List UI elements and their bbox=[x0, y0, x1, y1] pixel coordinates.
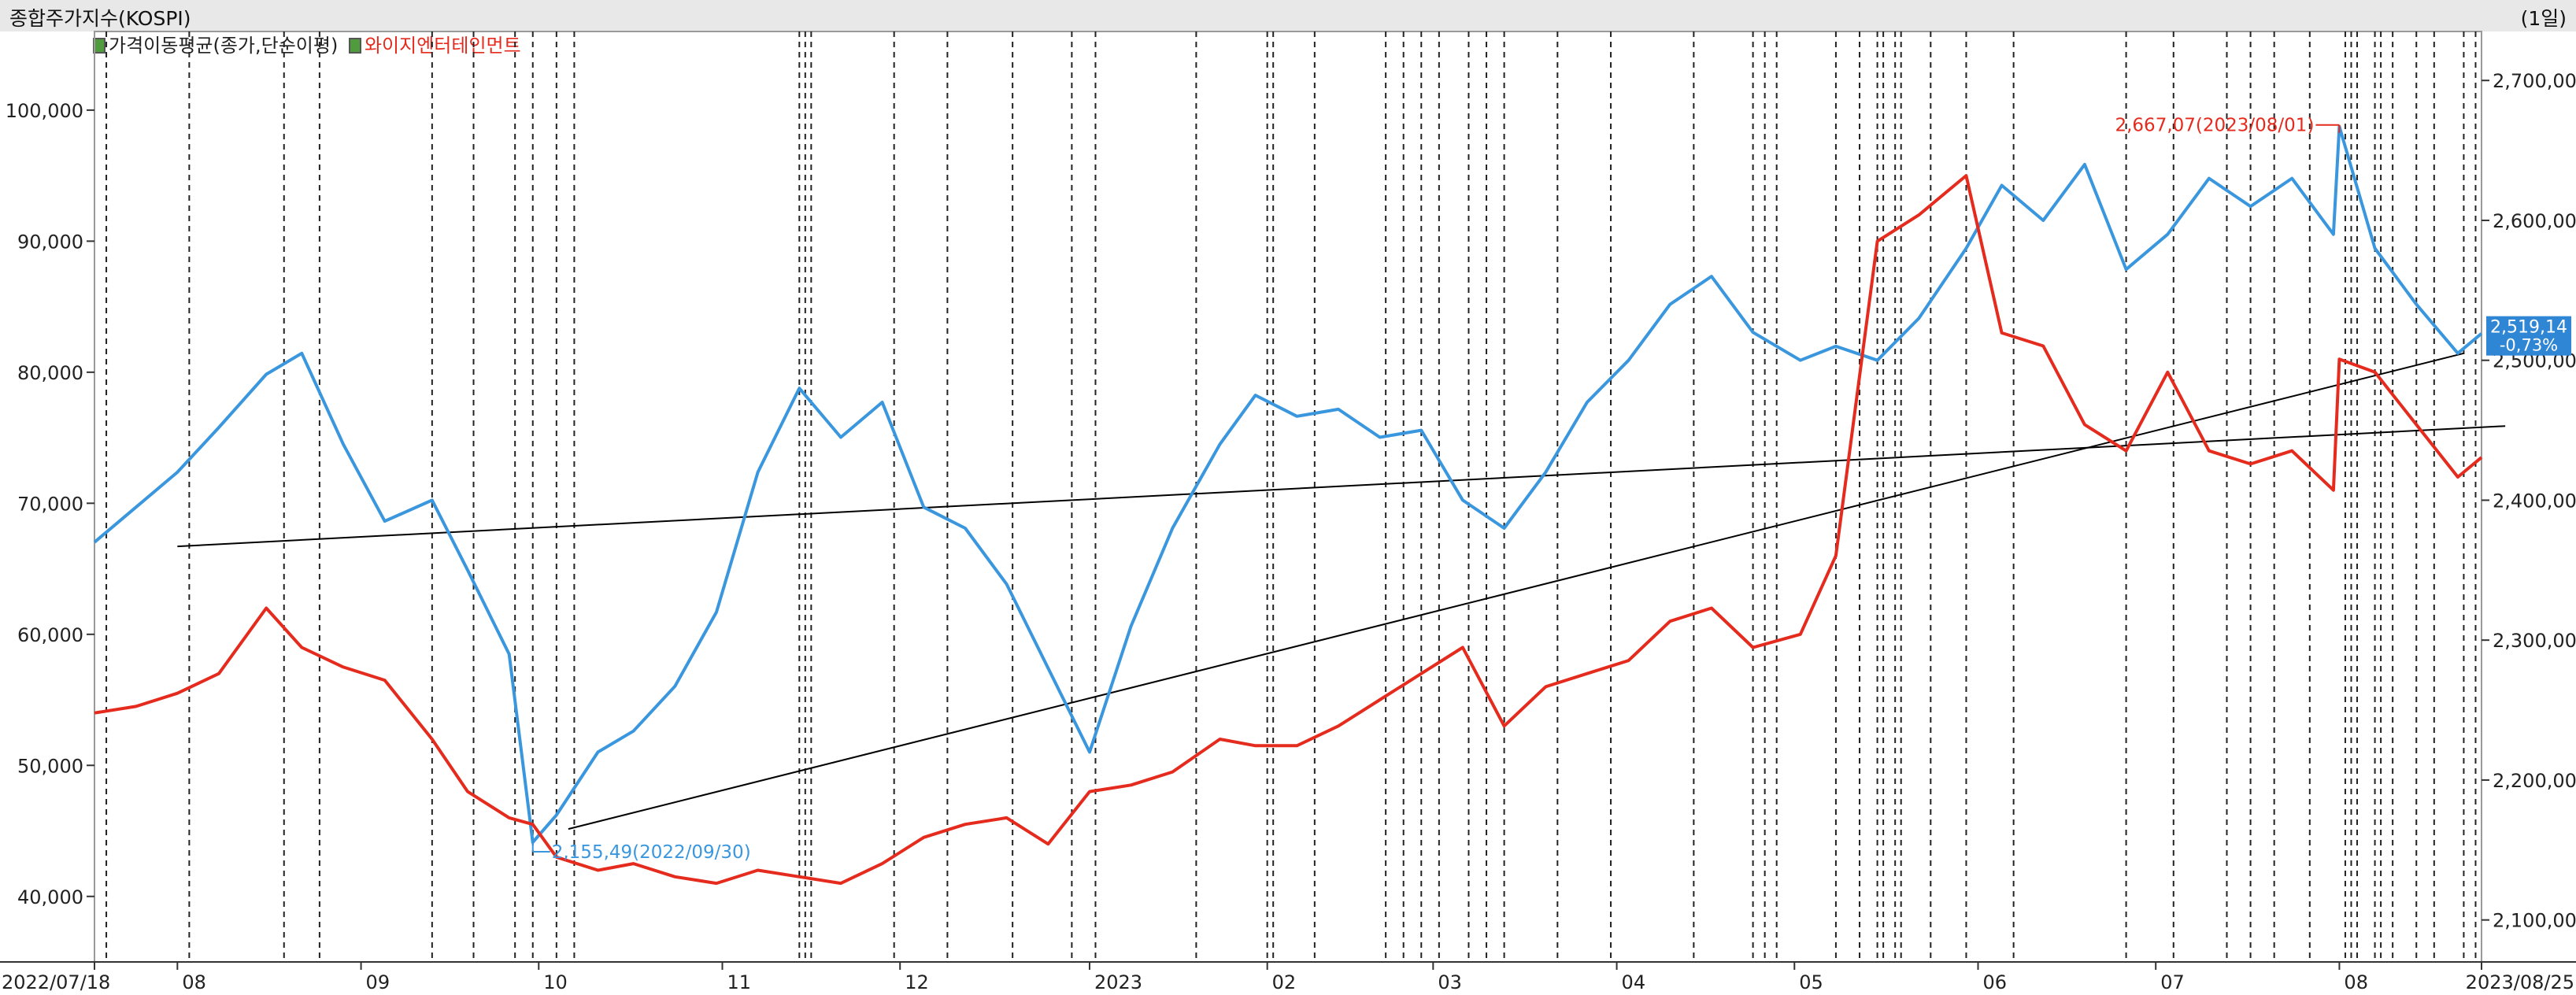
left-tick-label: 90,000 bbox=[17, 231, 83, 253]
legend-stock-label: 와이지엔터테인먼트 bbox=[364, 35, 521, 57]
trendline bbox=[568, 352, 2464, 830]
right-tick-label: 2,700,00 bbox=[2493, 70, 2576, 92]
left-tick-label: 80,000 bbox=[17, 362, 83, 384]
x-tick-label: 12 bbox=[905, 971, 929, 993]
left-tick-label: 100,000 bbox=[6, 100, 83, 122]
left-tick-label: 70,000 bbox=[17, 493, 83, 515]
right-tick-label: 2,200,00 bbox=[2493, 770, 2576, 792]
left-tick-label: 60,000 bbox=[17, 624, 83, 646]
current-value-box bbox=[2486, 316, 2571, 356]
x-tick-label: 07 bbox=[2160, 971, 2185, 993]
legend: 가격이동평균(종가,단순이평) 와이지엔터테인먼트 bbox=[93, 30, 521, 57]
right-tick-label: 2,100,00 bbox=[2493, 910, 2576, 932]
x-tick-label: 2023/08/25 bbox=[2466, 971, 2574, 993]
x-tick-label: 2022/07/18 bbox=[2, 971, 110, 993]
x-tick-label: 04 bbox=[1622, 971, 1646, 993]
stock-line bbox=[94, 174, 2483, 886]
x-tick-label: 2023 bbox=[1094, 971, 1142, 993]
x-tick-label: 02 bbox=[1272, 971, 1297, 993]
x-tick-label: 08 bbox=[182, 971, 206, 993]
trendline bbox=[177, 425, 2506, 548]
legend-ma-label: 가격이동평균(종가,단순이평) bbox=[109, 35, 339, 57]
right-tick-label: 2,600,00 bbox=[2493, 210, 2576, 232]
current-value-label: 2,519,14 bbox=[2490, 318, 2567, 338]
plot-frame bbox=[94, 31, 2482, 963]
max-annotation: 2,667,07(2023/08/01) bbox=[2115, 116, 2314, 136]
x-tick-label: 05 bbox=[1799, 971, 1823, 993]
left-tick-label: 40,000 bbox=[17, 886, 83, 908]
chart-title: 종합주가지수(KOSPI) bbox=[9, 7, 191, 30]
kospi-line bbox=[93, 124, 2483, 844]
min-annotation: 2,155,49(2022/09/30) bbox=[552, 842, 751, 863]
x-tick-label: 08 bbox=[2344, 971, 2368, 993]
x-tick-label: 03 bbox=[1438, 971, 1462, 993]
x-tick-label: 11 bbox=[727, 971, 751, 993]
period-label[interactable]: (1일) bbox=[2520, 7, 2567, 30]
left-tick-label: 50,000 bbox=[17, 755, 83, 777]
x-tick-label: 06 bbox=[1982, 971, 2007, 993]
right-tick-label: 2,300,00 bbox=[2493, 630, 2576, 652]
current-change-label: -0,73% bbox=[2500, 336, 2558, 355]
x-tick-label: 09 bbox=[366, 971, 390, 993]
title-bar: 종합주가지수(KOSPI) (1일) bbox=[0, 0, 2576, 31]
legend-stock-swatch[interactable] bbox=[348, 38, 361, 54]
x-tick-label: 10 bbox=[543, 971, 568, 993]
right-tick-label: 2,400,00 bbox=[2493, 490, 2576, 512]
